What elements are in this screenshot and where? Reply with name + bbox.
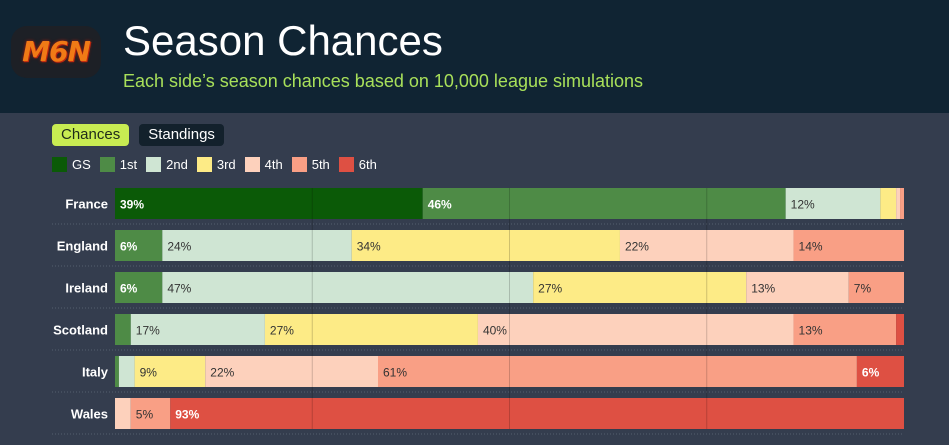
- bar-segment[interactable]: [170, 398, 905, 429]
- data-label: 24%: [167, 240, 191, 254]
- legend-item-2nd: 2nd: [146, 157, 188, 172]
- tab-standings[interactable]: Standings: [139, 124, 224, 146]
- bar-segment[interactable]: [351, 230, 620, 261]
- legend-label: GS: [72, 157, 91, 172]
- bar-segment[interactable]: [115, 272, 163, 303]
- page-title: Season Chances: [123, 17, 443, 64]
- bar-segment[interactable]: [264, 314, 478, 345]
- bar-segment[interactable]: [533, 272, 747, 303]
- m6n-logo: M6N: [11, 26, 101, 78]
- legend-label: 6th: [358, 157, 377, 172]
- view-tabs: Chances Standings: [52, 124, 224, 146]
- legend-swatch: [244, 157, 260, 172]
- bar-segment[interactable]: [785, 188, 881, 219]
- category-label: England: [57, 239, 108, 254]
- data-label: 22%: [625, 240, 649, 254]
- category-label: Ireland: [65, 281, 108, 296]
- data-label: 13%: [799, 324, 823, 338]
- legend-item-5th: 5th: [291, 157, 330, 172]
- bar-segment[interactable]: [848, 272, 904, 303]
- data-label: 93%: [175, 408, 199, 422]
- data-label: 14%: [799, 240, 823, 254]
- bar-segment[interactable]: [115, 314, 131, 345]
- legend-label: 5th: [311, 157, 330, 172]
- tab-chances[interactable]: Chances: [52, 124, 130, 146]
- bar-segment[interactable]: [378, 356, 857, 387]
- bar-segment[interactable]: [422, 188, 786, 219]
- legend-swatch: [99, 157, 115, 172]
- page-subtitle: Each side’s season chances based on 10,0…: [123, 71, 644, 91]
- bar-segment[interactable]: [162, 272, 534, 303]
- bar-segment[interactable]: [134, 356, 206, 387]
- legend-label: 4th: [264, 157, 283, 172]
- chart-legend: GS 1st 2nd 3rd 4th 5th 6th: [52, 157, 386, 172]
- data-label: 22%: [210, 366, 234, 380]
- legend-item-3rd: 3rd: [196, 157, 236, 172]
- bar-segment[interactable]: [115, 188, 423, 219]
- legend-swatch: [196, 157, 212, 172]
- logo-text: M6N: [22, 35, 91, 68]
- category-label: Italy: [82, 365, 109, 380]
- data-label: 27%: [538, 282, 562, 296]
- legend-label: 2nd: [166, 157, 188, 172]
- data-label: 5%: [136, 408, 154, 422]
- category-label: France: [65, 197, 108, 212]
- legend-swatch: [291, 157, 307, 172]
- legend-label: 1st: [119, 157, 138, 172]
- data-label: 12%: [791, 198, 815, 212]
- bar-segment[interactable]: [477, 314, 794, 345]
- data-label: 39%: [120, 198, 144, 212]
- bar-segment[interactable]: [115, 398, 131, 429]
- legend-label: 3rd: [216, 157, 236, 172]
- data-label: 27%: [270, 324, 294, 338]
- category-label: Wales: [71, 407, 108, 422]
- data-label: 34%: [357, 240, 381, 254]
- bar-segment[interactable]: [793, 314, 897, 345]
- data-label: 6%: [120, 282, 138, 296]
- data-label: 47%: [167, 282, 191, 296]
- bar-segment[interactable]: [130, 398, 171, 429]
- bar-segment[interactable]: [162, 230, 352, 261]
- data-label: 7%: [854, 282, 872, 296]
- legend-item-4th: 4th: [244, 157, 283, 172]
- legend-swatch: [146, 157, 162, 172]
- legend-item-gs: GS: [52, 157, 91, 172]
- bar-segment[interactable]: [130, 314, 265, 345]
- data-label: 40%: [483, 324, 507, 338]
- bar-segment[interactable]: [856, 356, 904, 387]
- data-label: 46%: [428, 198, 452, 212]
- bar-segment[interactable]: [115, 230, 163, 261]
- data-label: 61%: [383, 366, 407, 380]
- data-label: 6%: [120, 240, 138, 254]
- bar-segment[interactable]: [205, 356, 378, 387]
- bar-segment[interactable]: [793, 230, 904, 261]
- data-label: 17%: [136, 324, 160, 338]
- header: M6N Season Chances Each side’s season ch…: [0, 0, 949, 113]
- bar-segment[interactable]: [619, 230, 794, 261]
- bar-segment[interactable]: [115, 356, 119, 387]
- category-label: Scotland: [53, 323, 108, 338]
- legend-swatch: [52, 157, 67, 172]
- data-label: 9%: [140, 366, 158, 380]
- bar-segment[interactable]: [118, 356, 135, 387]
- legend-item-1st: 1st: [99, 157, 138, 172]
- bar-segment[interactable]: [896, 188, 901, 219]
- legend-item-6th: 6th: [338, 157, 377, 172]
- bar-segment[interactable]: [880, 188, 897, 219]
- bar-segment[interactable]: [896, 314, 904, 345]
- bar-segment[interactable]: [900, 188, 904, 219]
- data-label: 6%: [862, 366, 880, 380]
- bar-segment[interactable]: [746, 272, 849, 303]
- data-label: 13%: [751, 282, 775, 296]
- legend-swatch: [338, 157, 354, 172]
